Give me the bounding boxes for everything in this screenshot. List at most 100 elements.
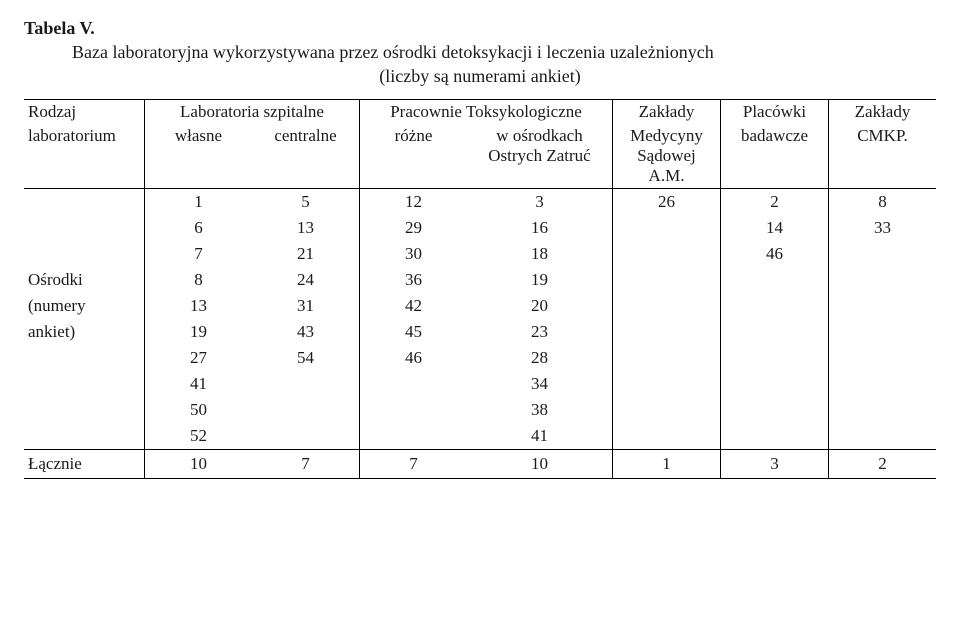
- table-row: 27544628: [24, 345, 936, 371]
- table-cell: [829, 371, 937, 397]
- summary-cell: 7: [360, 450, 468, 479]
- table-cell: [829, 319, 937, 345]
- table-cell: [721, 423, 829, 450]
- table-cell: [613, 267, 721, 293]
- table-cell: [252, 371, 360, 397]
- table-cell: 8: [829, 189, 937, 216]
- table-cell: 12: [360, 189, 468, 216]
- summary-label: Łącznie: [24, 450, 145, 479]
- table-row: Ośrodki8243619: [24, 267, 936, 293]
- table-cell: [613, 423, 721, 450]
- header-wlasne: własne: [145, 124, 253, 189]
- table-cell: 18: [467, 241, 613, 267]
- row-label-cell: Ośrodki: [24, 267, 145, 293]
- row-label-cell: [24, 397, 145, 423]
- table-cell: [721, 371, 829, 397]
- table-cell: 8: [145, 267, 253, 293]
- row-label-cell: [24, 423, 145, 450]
- table-cell: [829, 293, 937, 319]
- header-laboratorium: laboratorium: [24, 124, 145, 189]
- table-cell: [252, 397, 360, 423]
- table-cell: 3: [467, 189, 613, 216]
- table-cell: 16: [467, 215, 613, 241]
- table-cell: 31: [252, 293, 360, 319]
- table-cell: 2: [721, 189, 829, 216]
- header-wosrodkach-2: Ostrych Zatruć: [488, 146, 590, 165]
- table-cell: 19: [145, 319, 253, 345]
- header-zaklady-cmkp: Zakłady: [829, 100, 937, 125]
- row-label-cell: (numery: [24, 293, 145, 319]
- table-cell: [613, 345, 721, 371]
- table-row: 6132916 1433: [24, 215, 936, 241]
- header-wosrodkach: w ośrodkach Ostrych Zatruć: [467, 124, 613, 189]
- table-cell: [721, 293, 829, 319]
- table-cell: 36: [360, 267, 468, 293]
- summary-cell: 1: [613, 450, 721, 479]
- table-cell: [252, 423, 360, 450]
- header-rozne: różne: [360, 124, 468, 189]
- table-row: 151232628: [24, 189, 936, 216]
- table-cell: [829, 423, 937, 450]
- table-cell: 42: [360, 293, 468, 319]
- table-cell: [721, 319, 829, 345]
- row-label-cell: [24, 371, 145, 397]
- table-cell: [613, 397, 721, 423]
- table-cell: [721, 397, 829, 423]
- header-pracownie: Pracownie Toksykologiczne: [360, 100, 613, 125]
- table-cell: 34: [467, 371, 613, 397]
- table-cell: 29: [360, 215, 468, 241]
- table-cell: 7: [145, 241, 253, 267]
- table-cell: [360, 371, 468, 397]
- summary-cell: 10: [145, 450, 253, 479]
- table-cell: 41: [467, 423, 613, 450]
- table-cell: 50: [145, 397, 253, 423]
- table-cell: 27: [145, 345, 253, 371]
- table-cell: 54: [252, 345, 360, 371]
- table-cell: [360, 423, 468, 450]
- table-cell: 41: [145, 371, 253, 397]
- summary-cell: 7: [252, 450, 360, 479]
- table-cell: [613, 241, 721, 267]
- table-cell: [829, 241, 937, 267]
- table-cell: [360, 397, 468, 423]
- table-cell: 45: [360, 319, 468, 345]
- header-zaklady-med: Zakłady: [613, 100, 721, 125]
- table-row: 41 34: [24, 371, 936, 397]
- table-row: 50 38: [24, 397, 936, 423]
- table-label: Tabela V.: [24, 18, 95, 38]
- header-rodzaj: Rodzaj: [24, 100, 145, 125]
- header-placowki: Placówki: [721, 100, 829, 125]
- table-cell: 14: [721, 215, 829, 241]
- table-cell: [613, 215, 721, 241]
- summary-row: Łącznie 10 7 7 10 1 3 2: [24, 450, 936, 479]
- data-table: Rodzaj Laboratoria szpitalne Pracownie T…: [24, 99, 936, 479]
- summary-cell: 10: [467, 450, 613, 479]
- header-medycyny-1: Medycyny: [630, 126, 703, 145]
- summary-cell: 3: [721, 450, 829, 479]
- table-cell: [613, 293, 721, 319]
- header-wosrodkach-1: w ośrodkach: [496, 126, 582, 145]
- table-cell: [613, 319, 721, 345]
- table-cell: [829, 397, 937, 423]
- summary-cell: 2: [829, 450, 937, 479]
- table-cell: 21: [252, 241, 360, 267]
- table-cell: 43: [252, 319, 360, 345]
- table-cell: 46: [360, 345, 468, 371]
- table-row: 721301846: [24, 241, 936, 267]
- table-row: (numery13314220: [24, 293, 936, 319]
- table-cell: 1: [145, 189, 253, 216]
- title-block: Tabela V. Baza laboratoryjna wykorzystyw…: [24, 18, 936, 87]
- table-cell: [829, 267, 937, 293]
- table-cell: 6: [145, 215, 253, 241]
- header-medycyny-2: Sądowej A.M.: [637, 146, 696, 185]
- table-cell: 52: [145, 423, 253, 450]
- table-caption: Baza laboratoryjna wykorzystywana przez …: [72, 41, 936, 64]
- table-cell: 13: [252, 215, 360, 241]
- table-cell: 33: [829, 215, 937, 241]
- header-medycyny: Medycyny Sądowej A.M.: [613, 124, 721, 189]
- table-cell: 19: [467, 267, 613, 293]
- table-cell: 38: [467, 397, 613, 423]
- table-cell: [721, 267, 829, 293]
- table-cell: 13: [145, 293, 253, 319]
- table-cell: 20: [467, 293, 613, 319]
